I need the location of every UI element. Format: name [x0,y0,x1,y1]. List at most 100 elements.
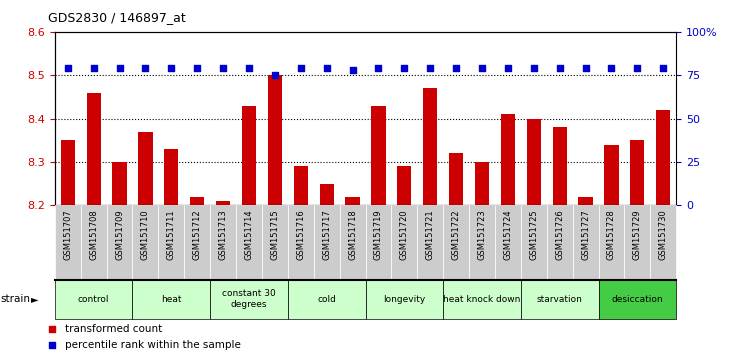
Point [605,65,617,71]
Text: GSM151707: GSM151707 [64,209,72,260]
Bar [578,196,593,205]
Point [46,342,58,348]
Bar [599,205,624,280]
Point [243,65,255,71]
Text: constant 30
degrees: constant 30 degrees [222,290,276,309]
Point [217,65,229,71]
Point [192,65,203,71]
Text: strain: strain [1,294,31,304]
Bar [314,205,340,280]
Text: GSM151714: GSM151714 [244,209,254,260]
Bar [132,205,159,280]
Bar [190,196,205,205]
Text: GSM151721: GSM151721 [425,209,435,260]
Text: GSM151725: GSM151725 [529,209,538,260]
Bar [651,205,676,280]
Text: GSM151712: GSM151712 [193,209,202,260]
Bar [495,205,520,280]
Text: transformed count: transformed count [65,324,162,334]
Bar [605,144,618,205]
Text: GSM151711: GSM151711 [167,209,176,260]
Bar [262,205,288,280]
Bar [656,110,670,205]
Text: control: control [78,295,110,304]
Bar [268,75,282,205]
Bar [449,153,463,205]
Bar [521,280,599,319]
Bar [417,205,443,280]
Bar [86,92,101,205]
Bar [294,166,308,205]
Bar [184,205,211,280]
Text: GDS2830 / 146897_at: GDS2830 / 146897_at [48,11,185,24]
Text: GSM151722: GSM151722 [452,209,461,260]
Point [321,65,333,71]
Text: GSM151717: GSM151717 [322,209,331,260]
Bar [521,205,547,280]
Text: heat: heat [161,295,181,304]
Point [46,326,58,332]
Bar [55,280,132,319]
Bar [236,205,262,280]
Text: GSM151729: GSM151729 [633,209,642,260]
Bar [216,201,230,205]
Text: GSM151728: GSM151728 [607,209,616,260]
Text: GSM151724: GSM151724 [504,209,512,260]
Text: heat knock down: heat knock down [443,295,520,304]
Bar [164,149,178,205]
Point [632,65,643,71]
Bar [288,280,366,319]
Text: GSM151713: GSM151713 [219,209,227,260]
Text: GSM151718: GSM151718 [348,209,357,260]
Point [140,65,151,71]
Bar [159,205,184,280]
Bar [397,166,412,205]
Bar [624,205,651,280]
Bar [319,184,334,205]
Text: GSM151720: GSM151720 [400,209,409,260]
Point [398,65,410,71]
Bar [475,162,489,205]
Bar [340,205,366,280]
Bar [630,140,645,205]
Bar [526,119,541,205]
Bar [366,280,443,319]
Bar [501,114,515,205]
Bar [80,205,107,280]
Bar [242,105,256,205]
Text: GSM151727: GSM151727 [581,209,590,260]
Bar [371,105,385,205]
Point [165,65,177,71]
Bar [391,205,417,280]
Bar [61,140,75,205]
Bar [547,205,572,280]
Bar [423,88,437,205]
Text: GSM151709: GSM151709 [115,209,124,260]
Bar [469,205,495,280]
Point [269,73,281,78]
Point [502,65,514,71]
Bar [113,162,126,205]
Point [528,65,539,71]
Point [425,65,436,71]
Text: ►: ► [31,294,39,304]
Bar [553,127,567,205]
Text: GSM151723: GSM151723 [477,209,487,260]
Bar [55,205,80,280]
Bar [599,280,676,319]
Point [295,65,306,71]
Text: percentile rank within the sample: percentile rank within the sample [65,340,241,350]
Point [373,65,385,71]
Bar [211,205,236,280]
Bar [346,196,360,205]
Text: GSM151730: GSM151730 [659,209,667,260]
Text: GSM151710: GSM151710 [141,209,150,260]
Text: GSM151726: GSM151726 [555,209,564,260]
Point [554,65,566,71]
Bar [138,132,153,205]
Text: GSM151719: GSM151719 [374,209,383,260]
Point [580,65,591,71]
Point [88,65,99,71]
Text: GSM151715: GSM151715 [270,209,279,260]
Point [657,65,669,71]
